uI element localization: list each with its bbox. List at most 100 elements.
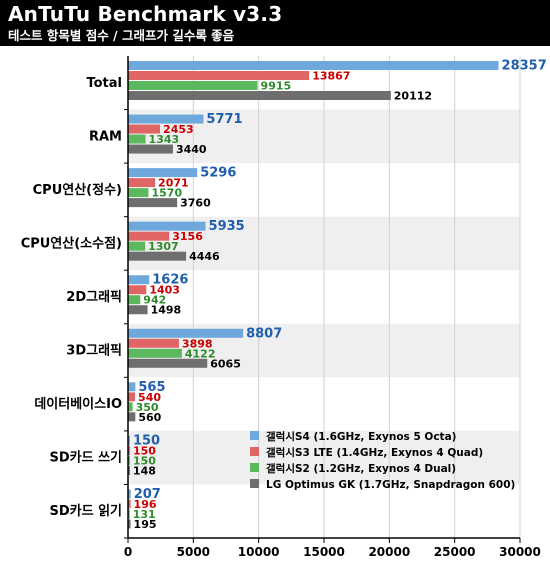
data-label: 540	[138, 391, 161, 404]
bar	[128, 519, 131, 529]
bar	[128, 382, 136, 392]
data-label: 4446	[189, 250, 220, 263]
legend-swatch	[250, 479, 259, 488]
bar	[128, 412, 136, 422]
data-label: 3156	[172, 230, 203, 243]
data-label: 196	[134, 498, 157, 511]
bar	[128, 402, 133, 412]
x-tick-label: 5000	[177, 545, 210, 559]
data-label: 5296	[200, 166, 236, 181]
data-label: 350	[136, 401, 159, 414]
category-label: 3D그래픽	[66, 343, 122, 359]
bar	[128, 305, 148, 315]
data-label: 8807	[246, 326, 282, 341]
bar	[128, 392, 136, 402]
data-label: 131	[133, 508, 156, 521]
bar	[128, 328, 244, 338]
bar	[128, 295, 141, 305]
data-label: 6065	[210, 357, 241, 370]
data-label: 4122	[185, 347, 216, 360]
bar	[128, 285, 147, 295]
data-label: 565	[138, 380, 165, 395]
x-tick-label: 20000	[368, 545, 410, 559]
bar	[128, 348, 182, 358]
category-label: CPU연산(정수)	[33, 182, 122, 198]
category-label: SD카드 쓰기	[49, 451, 122, 466]
data-label: 2071	[158, 177, 189, 190]
x-tick-label: 0	[124, 545, 132, 559]
data-label: 1343	[149, 133, 180, 146]
bar	[128, 178, 156, 188]
legend-swatch	[250, 431, 259, 440]
data-label: 5935	[209, 219, 245, 234]
data-label: 3440	[176, 143, 207, 156]
legend-swatch	[250, 463, 259, 472]
bar	[128, 198, 178, 208]
data-label: 1570	[152, 187, 183, 200]
category-label: CPU연산(소수점)	[21, 235, 122, 251]
legend-label: 갤럭시S3 LTE (1.4GHz, Exynos 4 Quad)	[266, 447, 483, 459]
bar	[128, 338, 179, 348]
data-label: 1403	[149, 284, 180, 297]
category-label: RAM	[89, 129, 122, 144]
bar	[128, 241, 146, 251]
data-label: 560	[138, 411, 161, 424]
title-bar: AnTuTu Benchmark v3.3 테스트 항목별 점수 / 그래프가 …	[0, 0, 550, 46]
x-tick-label: 10000	[238, 545, 280, 559]
bar	[128, 435, 130, 445]
bar	[128, 71, 310, 80]
bar	[128, 231, 170, 241]
bar	[128, 144, 173, 154]
bar	[128, 455, 130, 465]
legend-label: LG Optimus GK (1.7GHz, Snapdragon 600)	[266, 479, 515, 491]
category-label: SD카드 읽기	[49, 504, 122, 519]
data-label: 3760	[180, 197, 211, 210]
bar	[128, 275, 150, 285]
legend-label: 갤럭시S2 (1.2GHz, Exynos 4 Dual)	[266, 463, 456, 475]
bar	[128, 445, 130, 455]
bar	[128, 91, 391, 100]
bar	[128, 251, 187, 261]
bar	[128, 168, 198, 178]
bar	[128, 358, 208, 368]
data-label: 1498	[151, 304, 182, 317]
x-tick-label: 30000	[499, 545, 541, 559]
category-label: 2D그래픽	[66, 289, 122, 305]
data-label: 195	[134, 518, 157, 531]
data-label: 1307	[148, 240, 179, 253]
data-label: 20112	[394, 90, 432, 103]
data-label: 3898	[182, 337, 213, 350]
data-label: 942	[143, 294, 166, 307]
legend-label: 갤럭시S4 (1.6GHz, Exynos 5 Octa)	[266, 431, 456, 443]
data-label: 1626	[152, 273, 188, 288]
x-tick-label: 15000	[303, 545, 345, 559]
data-label: 28357	[502, 59, 547, 74]
bar	[128, 499, 131, 509]
bar	[128, 114, 204, 124]
bar	[128, 124, 161, 134]
bar	[128, 188, 149, 198]
data-label: 13867	[312, 70, 350, 83]
bar	[128, 61, 499, 70]
bar	[128, 489, 131, 499]
chart-title: AnTuTu Benchmark v3.3	[8, 2, 283, 26]
data-label: 2453	[163, 123, 194, 136]
bar	[128, 509, 130, 519]
category-label: 데이터베이스IO	[34, 396, 122, 412]
legend-swatch	[250, 447, 259, 456]
data-label: 148	[133, 464, 156, 477]
bar	[128, 465, 130, 475]
data-label: 9915	[261, 80, 292, 93]
bar	[128, 221, 206, 231]
data-label: 150	[133, 454, 156, 467]
category-label: Total	[86, 76, 122, 91]
data-label: 150	[133, 444, 156, 457]
chart-subtitle: 테스트 항목별 점수 / 그래프가 길수록 좋음	[8, 28, 235, 43]
x-tick-label: 25000	[434, 545, 476, 559]
data-label: 5771	[206, 112, 242, 127]
bar	[128, 134, 146, 144]
bar	[128, 81, 258, 90]
data-label: 207	[134, 487, 161, 502]
